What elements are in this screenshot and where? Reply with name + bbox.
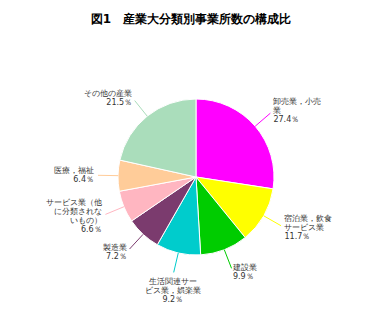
svg-text:その他の産業21.5％: その他の産業21.5％	[84, 89, 132, 107]
svg-text:サービス業（他に分類されないもの）6.6％: サービス業（他に分類されないもの）6.6％	[46, 198, 102, 234]
svg-text:生活関連サービス業，娯楽業9.2％: 生活関連サービス業，娯楽業9.2％	[145, 277, 201, 304]
svg-text:製造業7.2％: 製造業7.2％	[103, 243, 127, 261]
svg-text:宿泊業，飲食サービス業11.7％: 宿泊業，飲食サービス業11.7％	[284, 214, 332, 241]
svg-text:卸売業，小売業27.4％: 卸売業，小売業27.4％	[273, 97, 321, 124]
html-text:図1 産業大分類別事業所数の構成比: 図1 産業大分類別事業所数の構成比	[90, 12, 292, 26]
svg-text:建設業9.9％: 建設業9.9％	[232, 263, 257, 281]
svg-text:医療，福祉6.4％: 医療，福祉6.4％	[54, 166, 94, 184]
